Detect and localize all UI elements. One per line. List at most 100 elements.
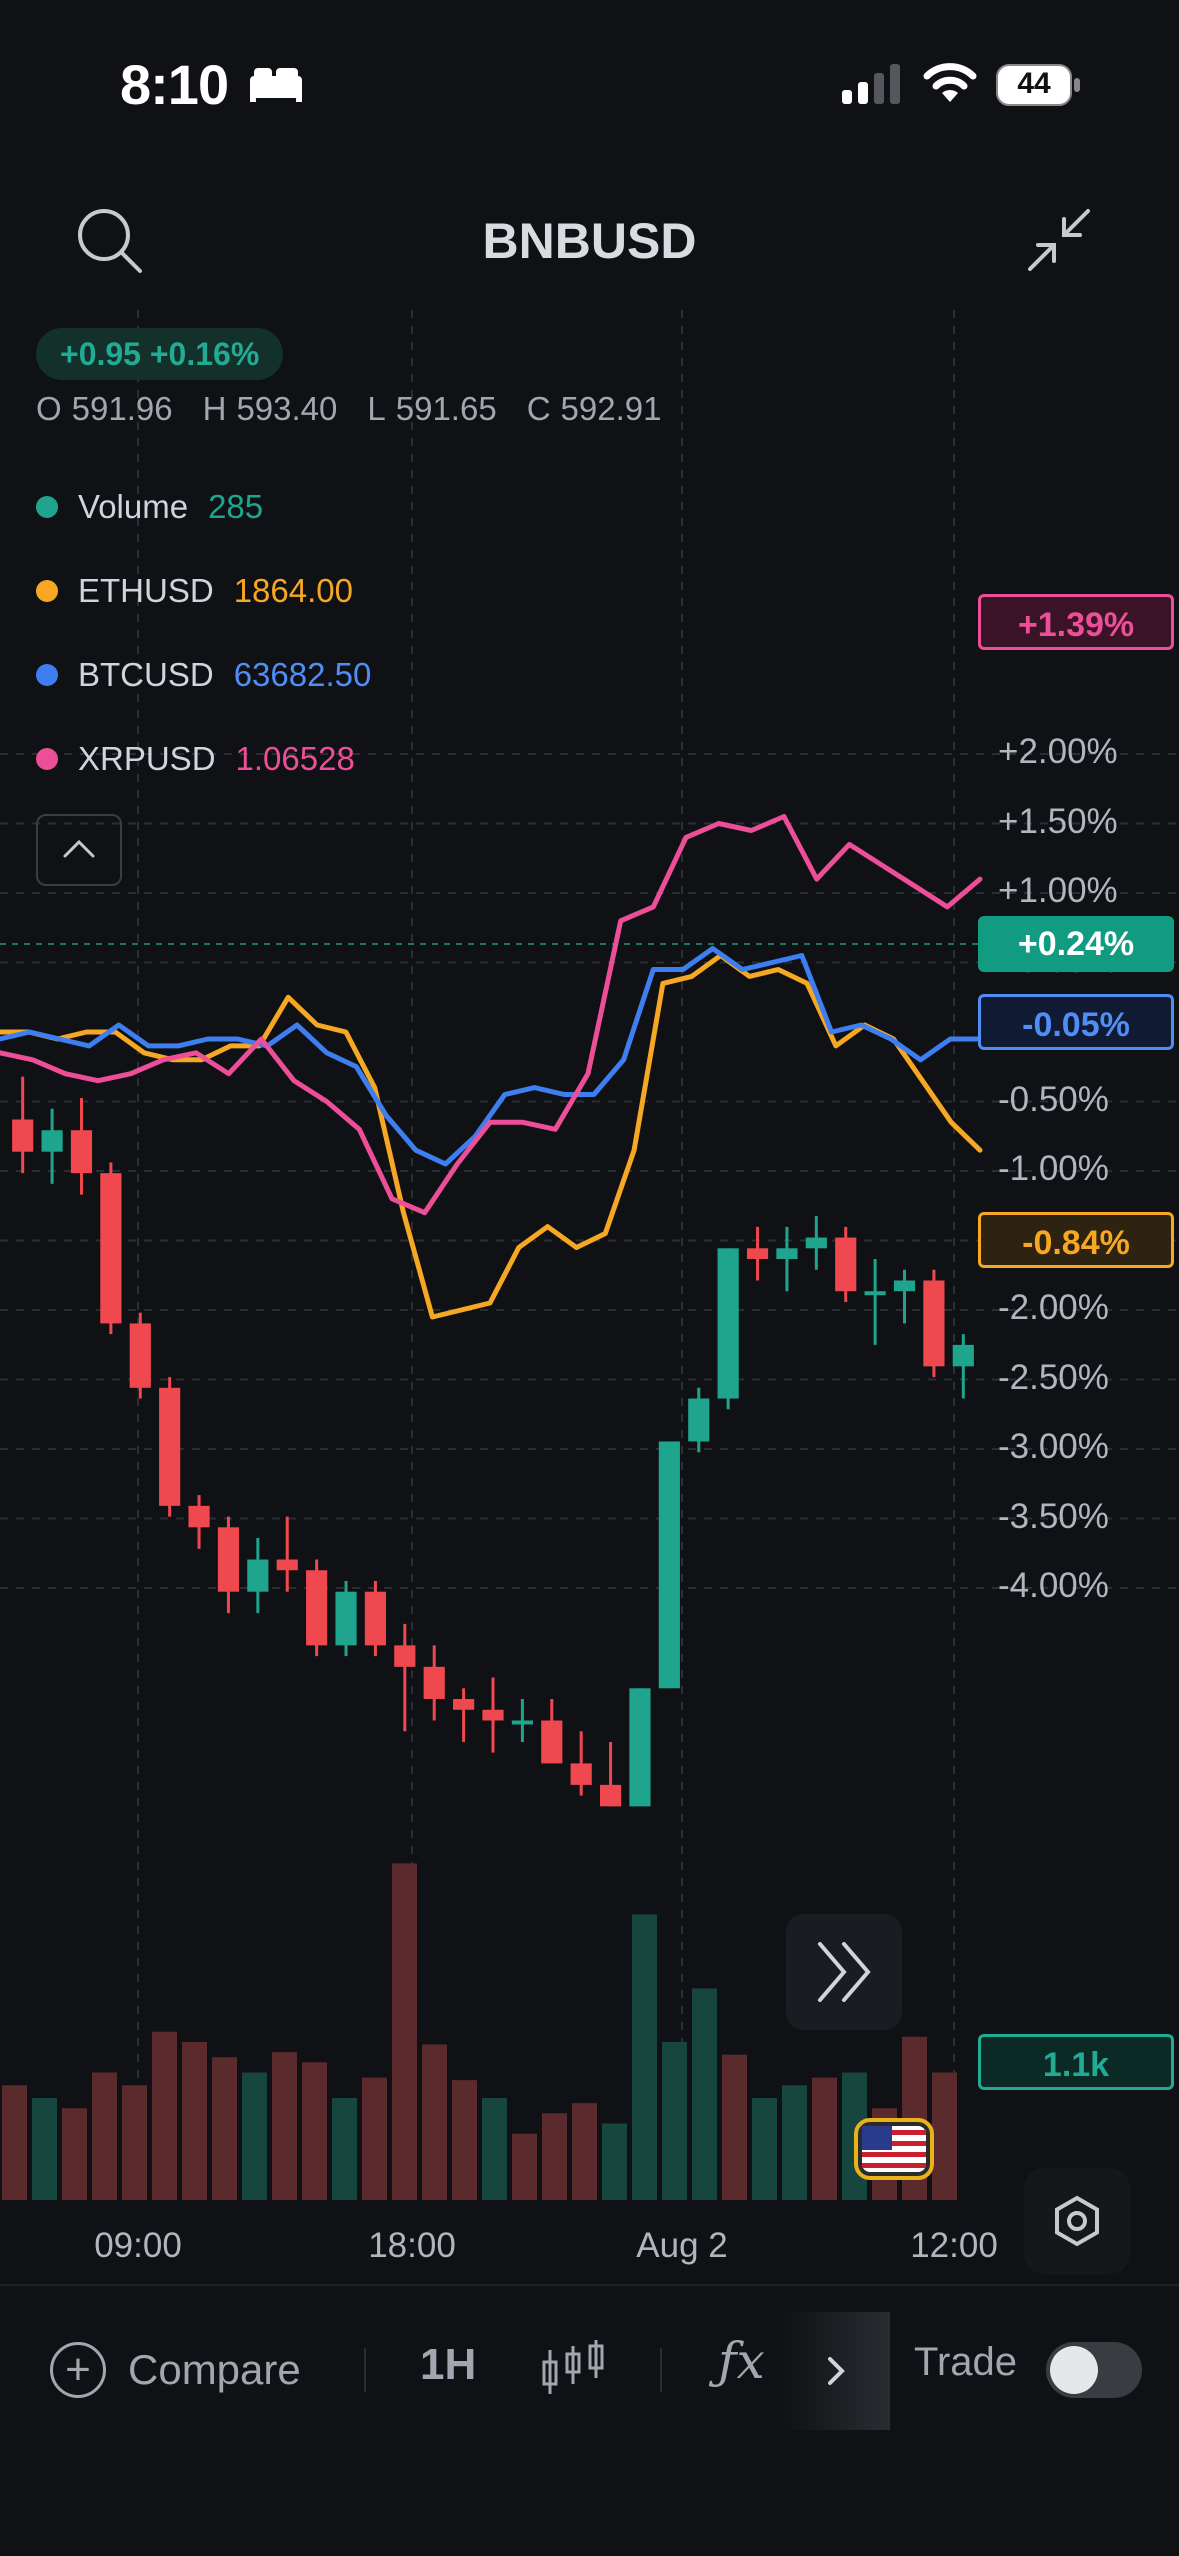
legend-row-ethusd[interactable]: ETHUSD 1864.00	[36, 572, 353, 610]
ohlc-open-value: 591.96	[71, 390, 173, 427]
candle-body	[276, 1559, 298, 1571]
toolbar-separator	[660, 2348, 662, 2392]
volume-bar	[662, 2041, 687, 2200]
x-tick-label: 09:00	[94, 2226, 182, 2265]
symbol-title[interactable]: BNBUSD	[482, 213, 697, 269]
search-button[interactable]	[74, 205, 154, 285]
double-chevron-right-icon	[818, 1942, 871, 2002]
legend-row-volume[interactable]: Volume 285	[36, 488, 263, 526]
y-tick-label: -3.00%	[998, 1427, 1109, 1466]
ohlc-close-key: C	[526, 390, 551, 427]
y-tick-label: -3.50%	[998, 1496, 1109, 1536]
ohlc-open-key: O	[36, 390, 62, 427]
ohlc-low-key: L	[367, 390, 386, 427]
plus-icon: +	[50, 2342, 106, 2398]
volume-bar	[692, 1988, 717, 2200]
battery-level: 44	[1017, 67, 1051, 100]
compare-button[interactable]: + Compare	[50, 2338, 301, 2402]
legend-collapse-button[interactable]	[36, 814, 122, 886]
candle-body	[629, 1688, 651, 1807]
collapse-button[interactable]	[1024, 205, 1104, 285]
legend-value: 285	[208, 488, 264, 525]
volume-bar	[572, 2103, 597, 2200]
legend-row-xrpusd[interactable]: XRPUSD 1.06528	[36, 740, 355, 778]
candle-body	[511, 1720, 533, 1725]
compare-label: Compare	[128, 2346, 301, 2393]
indicators-button[interactable]: ƒx	[718, 2332, 765, 2390]
signal-icon	[842, 64, 900, 109]
legend-dot	[36, 664, 58, 686]
legend-name: BTCUSD	[78, 656, 214, 693]
btc-price-tag: -0.05%	[978, 994, 1174, 1050]
y-tick-label: -2.00%	[998, 1288, 1109, 1327]
volume-bar	[242, 2072, 267, 2200]
volume-bar	[812, 2077, 837, 2200]
volume-bar	[152, 2031, 177, 2200]
candles	[12, 1076, 974, 1807]
legend-name: ETHUSD	[78, 572, 214, 609]
candle-body	[893, 1280, 916, 1292]
candle-body	[100, 1173, 122, 1324]
volume-bar	[302, 2062, 327, 2200]
volume-bar	[272, 2052, 297, 2200]
chevron-up-icon	[63, 839, 95, 858]
trade-label: Trade	[914, 2340, 1018, 2384]
series-line-ethusd	[0, 953, 983, 1320]
legend-dot	[36, 748, 58, 770]
candle-body	[482, 1709, 504, 1721]
wifi-icon	[922, 60, 978, 109]
volume-bar	[62, 2108, 87, 2200]
volume-bar	[422, 2044, 447, 2200]
y-tick-label: -4.00%	[998, 1566, 1109, 1605]
us-flag-icon[interactable]	[854, 2118, 934, 2180]
volume-bar	[362, 2077, 387, 2200]
scroll-to-realtime-button[interactable]	[786, 1914, 902, 2030]
volume-bar	[782, 2085, 807, 2200]
candle-body	[599, 1784, 622, 1807]
y-tick-label: +2.00%	[998, 732, 1118, 771]
trade-toggle[interactable]	[1046, 2342, 1142, 2398]
legend-name: Volume	[78, 488, 189, 525]
legend-dot	[36, 496, 58, 518]
candle-body	[835, 1237, 857, 1292]
legend-value: 1.06528	[235, 740, 355, 777]
candle-body	[717, 1248, 739, 1399]
candle-body	[776, 1248, 798, 1260]
volume-bar	[932, 2072, 957, 2200]
toolbar-divider	[0, 2284, 1179, 2286]
change-pill: +0.95 +0.16%	[36, 328, 284, 380]
series-line-xrpusd	[0, 814, 983, 1216]
chevron-right-icon	[828, 2357, 845, 2385]
candle-body	[658, 1441, 680, 1689]
chart-type-button[interactable]	[540, 2336, 606, 2407]
collapse-icon	[1028, 209, 1090, 271]
candlestick-icon	[542, 2340, 604, 2394]
legend-row-btcusd[interactable]: BTCUSD 63682.50	[36, 656, 371, 694]
toolbar-separator	[364, 2348, 366, 2392]
xrp-price-tag: +1.39%	[978, 594, 1174, 650]
toggle-knob	[1050, 2346, 1098, 2394]
status-time: 8:10	[120, 53, 229, 116]
chart-settings-button[interactable]	[1024, 2168, 1130, 2274]
y-tick-label: -1.00%	[998, 1149, 1109, 1188]
eth-price-tag: -0.84%	[978, 1212, 1174, 1268]
candle-body	[570, 1763, 592, 1785]
candle-body	[129, 1323, 151, 1388]
candle-body	[453, 1699, 475, 1710]
candle-body	[188, 1505, 210, 1528]
candle-body	[159, 1387, 181, 1506]
volume-bar	[32, 2098, 57, 2200]
more-toolbar-button[interactable]	[782, 2312, 890, 2430]
volume-bar	[2, 2085, 27, 2200]
candle-body	[923, 1280, 945, 1367]
y-tick-label: +1.00%	[998, 871, 1118, 910]
interval-button[interactable]: 1H	[420, 2340, 477, 2389]
ohlc-close-value: 592.91	[560, 390, 662, 427]
legend-dot	[36, 580, 58, 602]
x-tick-label: Aug 2	[636, 2226, 728, 2265]
candle-body	[306, 1570, 328, 1646]
bed-icon	[248, 64, 304, 109]
x-tick-label: 18:00	[368, 2226, 456, 2265]
volume-bar	[452, 2080, 477, 2200]
candle-body	[805, 1237, 827, 1249]
